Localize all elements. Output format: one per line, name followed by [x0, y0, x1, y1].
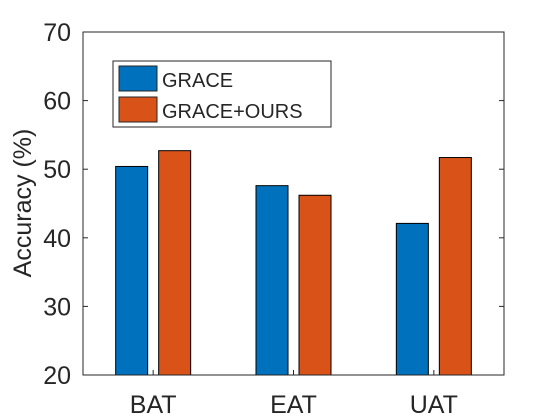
bar-eat-grace: [255, 185, 289, 376]
bar-eat-grace-ours: [298, 194, 332, 376]
y-tick-label: 50: [43, 156, 71, 184]
x-axis: BAT EAT UAT: [130, 370, 458, 419]
bars-group: [115, 150, 472, 376]
y-tick-label: 20: [43, 362, 71, 390]
legend-swatch-grace-ours: [118, 96, 158, 123]
legend-label-grace-ours: GRACE+OURS: [162, 101, 303, 123]
x-tick-label: BAT: [130, 391, 177, 419]
y-tick-label: 30: [43, 293, 71, 321]
x-tick-label: UAT: [410, 391, 458, 419]
y-axis-label: Accuracy (%): [9, 129, 37, 278]
y-tick-label: 60: [43, 88, 71, 116]
y-axis: 20 30 40 50 60 70: [43, 19, 504, 390]
legend: GRACE GRACE+OURS: [112, 60, 332, 128]
bar-uat-grace-ours: [438, 157, 472, 376]
x-tick-label: EAT: [270, 391, 317, 419]
bar-bat-grace: [115, 165, 149, 376]
bar-uat-grace: [395, 222, 429, 376]
y-tick-label: 40: [43, 225, 71, 253]
y-tick-label: 70: [43, 19, 71, 47]
legend-swatch-grace: [118, 65, 158, 92]
bar-bat-grace-ours: [158, 150, 192, 376]
legend-label-grace: GRACE: [162, 70, 233, 92]
